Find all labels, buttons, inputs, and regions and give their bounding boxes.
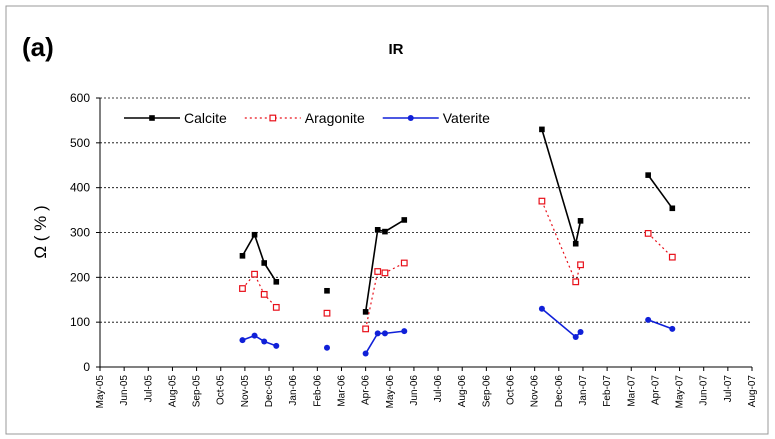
x-tick-label: Aug-05 [167,375,178,408]
legend-marker [149,115,155,121]
y-axis-label: Ω ( % ) [31,205,50,258]
y-tick-label: 100 [70,315,90,329]
x-tick-label: Aug-06 [457,375,468,408]
x-tick-label: Dec-05 [264,375,275,408]
marker [374,227,381,233]
x-tick-label: Mar-07 [626,375,637,407]
marker [261,338,268,345]
marker [668,253,676,261]
marker [261,260,268,266]
marker [273,342,280,349]
x-tick-label: Jan-06 [288,375,299,406]
y-tick-label: 200 [70,270,90,284]
y-tick-label: 0 [83,360,90,374]
x-tick-label: Nov-06 [530,375,541,408]
marker [323,309,331,317]
series-line [241,129,673,312]
marker [374,330,381,337]
x-tick-label: May-05 [95,375,106,409]
x-tick-label: Mar-06 [336,375,347,407]
marker [645,172,651,178]
x-tick-label: Apr-07 [650,375,661,405]
legend-label: Aragonite [305,110,365,126]
marker [382,228,388,235]
marker [323,344,330,351]
marker [572,333,579,340]
x-tick-label: Sep-06 [481,375,492,408]
marker [239,253,246,259]
panel-label: (a) [22,32,54,62]
marker [645,316,652,323]
marker [644,229,652,237]
legend-marker [269,114,277,122]
marker [273,279,280,285]
marker [260,290,268,298]
marker [251,332,258,339]
x-tick-label: Jul-06 [433,375,444,403]
marker [239,337,246,344]
marker [362,309,369,315]
legend-marker [407,115,414,121]
x-tick-label: Aug-07 [747,375,758,408]
marker [374,268,382,275]
y-tick-label: 300 [70,226,90,240]
y-tick-label: 600 [70,91,90,105]
y-tick-label: 400 [70,181,90,195]
x-tick-label: May-07 [675,375,686,409]
marker [239,285,246,292]
x-tick-label: Feb-06 [312,375,323,407]
x-tick-label: Oct-05 [216,375,227,405]
legend-label: Calcite [184,110,227,126]
marker [538,305,545,312]
marker [539,126,545,133]
marker [401,328,408,335]
marker [251,270,258,278]
marker [572,240,579,247]
marker [272,303,280,311]
x-tick-label: Dec-06 [554,375,565,408]
marker [538,197,546,205]
marker [381,269,389,277]
marker [362,350,369,357]
marker [577,218,584,224]
marker [251,231,258,238]
marker [669,325,676,332]
x-tick-label: May-06 [385,375,396,409]
series-line [242,308,673,354]
x-tick-label: Jul-07 [723,375,734,403]
chart-border [5,5,769,435]
marker [381,330,388,337]
x-tick-label: Jul-05 [143,375,154,403]
x-tick-label: Oct-06 [506,375,517,405]
marker [572,278,580,286]
marker [401,217,408,223]
x-tick-label: Jan-07 [578,375,589,406]
x-tick-label: Jun-06 [409,375,420,406]
x-tick-label: Jun-07 [699,375,710,406]
legend-label: Vaterite [443,110,490,126]
marker [577,329,584,336]
chart-title: IR [389,41,404,58]
x-tick-label: Apr-06 [361,375,372,405]
x-tick-label: Nov-05 [240,375,251,408]
marker [577,261,584,269]
x-tick-label: Feb-07 [602,375,613,407]
x-tick-label: Jun-05 [119,375,130,406]
y-tick-label: 500 [70,136,90,150]
marker [324,287,330,294]
marker [400,259,408,267]
marker [669,205,676,212]
x-tick-label: Sep-05 [192,375,203,408]
marker [362,325,370,333]
